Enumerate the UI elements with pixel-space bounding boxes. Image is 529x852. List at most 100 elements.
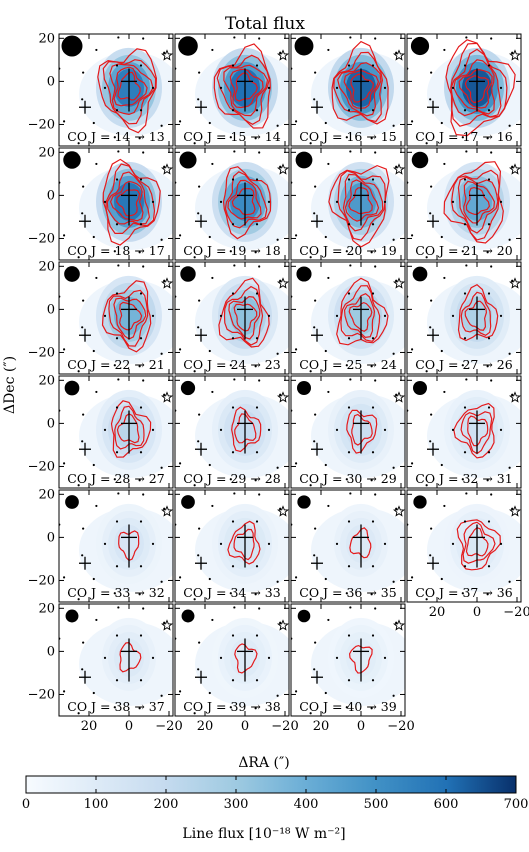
detector-dot <box>92 121 95 125</box>
detector-dot <box>395 393 398 396</box>
contour-line <box>223 285 264 346</box>
contour-line <box>460 291 492 336</box>
detector-dot <box>117 36 120 39</box>
beam-marker <box>180 380 196 396</box>
detector-dot <box>147 389 149 391</box>
detector-dot <box>330 385 332 387</box>
detector-dot <box>139 64 143 67</box>
detector-dot <box>276 580 279 583</box>
detector-dot <box>365 9 367 11</box>
detector-dot <box>371 178 375 181</box>
contour-line <box>101 280 152 353</box>
detector-dot <box>523 531 525 533</box>
panel-label: CO J = 29 → 28 <box>183 471 280 486</box>
detector-dot <box>392 352 395 355</box>
detector-dot <box>231 109 235 112</box>
detector-dot <box>486 137 489 140</box>
detector-dot <box>231 292 235 295</box>
panel-label: CO J = 15 → 14 <box>183 129 280 144</box>
panel-7: CO J = 21 → 20 <box>406 147 522 277</box>
detector-dot <box>402 264 404 266</box>
contour-line <box>234 413 257 444</box>
detector-dot <box>499 428 503 431</box>
colorbar-tick-label: 0 <box>22 797 30 812</box>
detector-dot <box>443 162 446 166</box>
detector-dot <box>410 31 412 33</box>
detector-dot <box>446 613 448 615</box>
detector-dot <box>160 580 163 583</box>
y-tick-label: 20 <box>38 31 55 46</box>
detector-dot <box>276 238 279 241</box>
detector-dot <box>82 299 85 302</box>
x-tick-label: −20 <box>271 719 298 734</box>
detector-dot <box>499 542 503 545</box>
detector-dot <box>495 275 497 277</box>
detector-dot <box>178 31 180 33</box>
detector-dot <box>309 509 311 511</box>
beam-marker <box>179 151 197 169</box>
detector-dot <box>324 577 327 581</box>
beam-marker <box>180 266 196 282</box>
detector-dot <box>279 279 282 282</box>
detector-dot <box>481 9 483 11</box>
detector-dot <box>249 9 251 11</box>
detector-dot <box>330 613 332 615</box>
detector-dot <box>197 326 200 329</box>
detector-dot <box>263 275 265 277</box>
detector-dot <box>487 292 491 295</box>
detector-dot <box>286 492 288 494</box>
beam-marker <box>61 35 83 57</box>
contour-line <box>116 413 140 444</box>
contour-line <box>233 528 255 561</box>
detector-dot <box>345 250 348 253</box>
detector-dot <box>211 504 214 508</box>
detector-dot <box>193 167 195 169</box>
detector-dot <box>347 223 351 226</box>
star-marker <box>509 163 521 175</box>
detector-dot <box>406 672 408 674</box>
detector-dot <box>263 161 265 163</box>
detector-dot <box>508 466 511 469</box>
star-marker <box>161 163 173 175</box>
contour-line <box>228 295 261 340</box>
detector-dot <box>81 98 84 101</box>
detector-dot <box>461 592 464 595</box>
contour-line <box>343 293 376 339</box>
detector-dot <box>392 694 395 697</box>
detector-dot <box>276 352 279 355</box>
detector-dot <box>434 24 436 26</box>
detector-dot <box>158 16 160 18</box>
detector-dot <box>341 12 343 14</box>
detector-dot <box>229 706 232 709</box>
detector-dot <box>160 238 163 241</box>
detector-dot <box>233 378 236 381</box>
contour-line <box>119 641 142 673</box>
detector-dot <box>208 235 211 239</box>
detector-dot <box>518 150 520 152</box>
detector-dot <box>349 492 352 495</box>
detector-dot <box>430 185 433 188</box>
contour-line <box>467 415 489 447</box>
detector-dot <box>82 185 85 188</box>
detector-dot <box>142 493 145 496</box>
detector-dot <box>98 157 100 159</box>
detector-dot <box>115 64 119 67</box>
detector-dot <box>138 137 141 140</box>
detector-dot <box>410 120 414 123</box>
contour-line <box>337 170 386 241</box>
contour-line <box>227 179 262 220</box>
detector-dot <box>151 542 155 545</box>
star-marker <box>277 391 289 403</box>
detector-dot <box>440 349 443 353</box>
detector-dot <box>255 178 259 181</box>
detector-dot <box>77 484 80 487</box>
detector-dot <box>255 223 259 226</box>
detector-dot <box>92 235 95 239</box>
contour-line <box>213 43 271 129</box>
star-marker <box>393 49 405 61</box>
detector-dot <box>258 379 261 382</box>
detector-dot <box>178 120 182 123</box>
detector-dot <box>197 554 200 557</box>
star-marker <box>161 505 173 517</box>
detector-dot <box>313 212 316 215</box>
